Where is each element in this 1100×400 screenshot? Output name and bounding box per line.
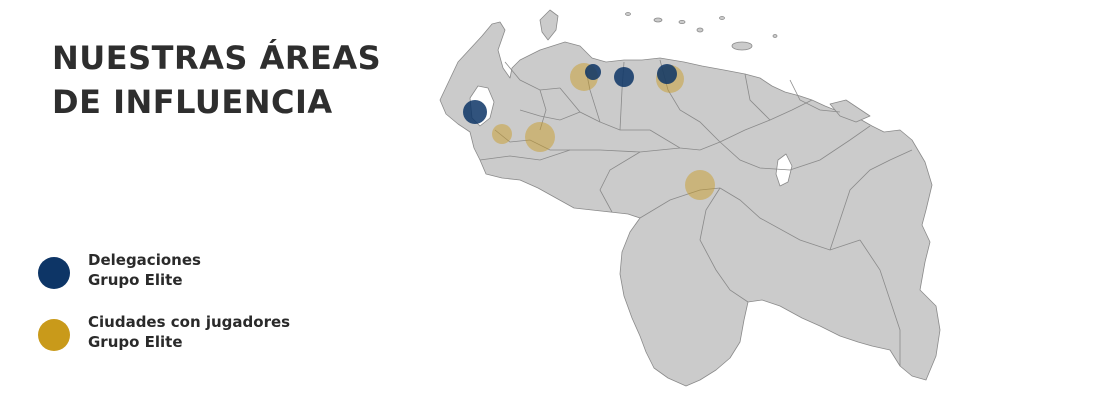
orinoco-delta	[829, 99, 871, 123]
legend-jugadores-line-2: Grupo Elite	[88, 333, 183, 351]
mainland-shape	[439, 21, 941, 387]
title-line-2: DE INFLUENCIA	[52, 83, 333, 121]
venezuela-map	[439, 9, 941, 387]
delegacion-marker	[463, 100, 487, 124]
island-los-roques	[653, 17, 663, 23]
island-los-testigos	[772, 34, 778, 38]
margarita-island	[731, 41, 753, 51]
map-markers	[463, 63, 715, 200]
island-tortuga	[719, 16, 725, 20]
jugadores-marker	[525, 122, 555, 152]
state-borders	[479, 59, 913, 366]
legend-delegaciones-line-1: Delegaciones	[88, 251, 201, 269]
title-line-1: NUESTRAS ÁREAS	[52, 39, 382, 77]
jugadores-marker	[492, 124, 512, 144]
jugadores-marker	[685, 170, 715, 200]
delegacion-marker	[585, 64, 601, 80]
delegacion-marker	[657, 64, 677, 84]
island-aves	[625, 12, 631, 16]
page-title: NUESTRAS ÁREAS DE INFLUENCIA	[52, 36, 381, 124]
delegaciones-swatch-icon	[38, 257, 70, 289]
paraguana-peninsula	[539, 9, 559, 41]
island-blanquilla	[696, 27, 704, 33]
jugadores-swatch-icon	[38, 319, 70, 351]
island-orchila	[678, 19, 686, 24]
map-land	[439, 9, 941, 387]
legend-jugadores-line-1: Ciudades con jugadores	[88, 313, 291, 331]
legend-delegaciones-line-2: Grupo Elite	[88, 271, 183, 289]
delegacion-marker	[614, 67, 634, 87]
